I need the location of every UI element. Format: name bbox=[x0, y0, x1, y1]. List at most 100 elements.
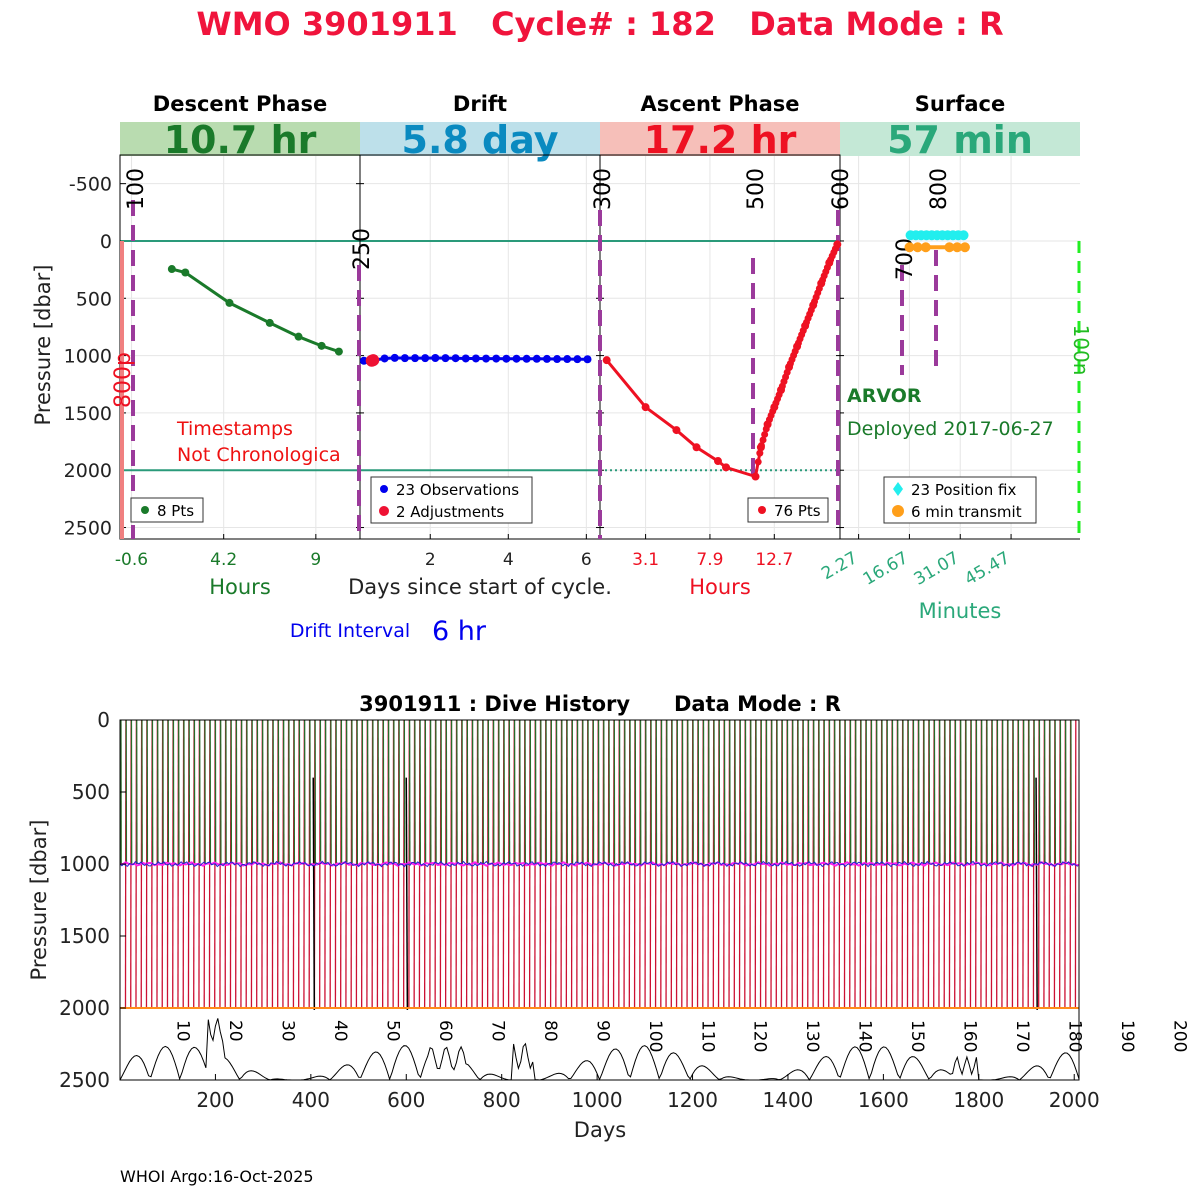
history-x-tick-label: 2000 bbox=[1049, 1088, 1100, 1112]
ascent-dense-point bbox=[759, 436, 767, 444]
history-x-tick-label: 400 bbox=[292, 1088, 330, 1112]
ascent-point bbox=[722, 463, 731, 472]
history-y-tick-label: 500 bbox=[72, 780, 110, 804]
ascent-point bbox=[751, 472, 760, 481]
x-tick-label: -0.6 bbox=[115, 550, 148, 570]
history-cycle-label: 170 bbox=[1012, 1020, 1032, 1052]
history-y-tick-label: 2500 bbox=[59, 1068, 110, 1092]
depth-marker-label: 250 bbox=[350, 228, 375, 270]
deployed-date: Deployed 2017-06-27 bbox=[847, 418, 1054, 440]
drift-observation-point bbox=[492, 354, 501, 363]
panel-ascent-background bbox=[600, 155, 840, 539]
history-cycle-label: 120 bbox=[750, 1020, 770, 1052]
ascent-dense-point bbox=[761, 430, 769, 438]
phase-descent-x-label: Hours bbox=[209, 575, 271, 599]
history-cycle-label: 200 bbox=[1170, 1020, 1190, 1052]
history-x-tick-label: 1200 bbox=[667, 1088, 718, 1112]
depth-marker-label: 500 bbox=[744, 168, 769, 210]
ascent-dense-point bbox=[762, 425, 770, 433]
surface-legend-fix-marker bbox=[893, 482, 903, 496]
history-cycle-label: 60 bbox=[435, 1020, 455, 1042]
drift-observation-point bbox=[502, 354, 511, 363]
drift-observation-point bbox=[400, 354, 409, 363]
history-cycle-label: 150 bbox=[907, 1020, 927, 1052]
surface-legend-tx-marker bbox=[892, 505, 904, 517]
ascent-point bbox=[713, 457, 722, 466]
history-title: 3901911 : Dive History Data Mode : R bbox=[359, 692, 841, 716]
history-y-tick-label: 2000 bbox=[59, 996, 110, 1020]
history-cycle-label: 190 bbox=[1117, 1020, 1137, 1052]
top-panel: -0.6 4.2 9 2 4 6 3.1 7.9 12.7 2.2716.6731.0745.47… bbox=[31, 92, 1093, 623]
y-tick-label: 1500 bbox=[64, 403, 112, 425]
drift-observation-point bbox=[583, 355, 592, 364]
panel-drift-background bbox=[360, 155, 600, 539]
ascent-legend-marker bbox=[758, 506, 766, 514]
drift-observation-point bbox=[512, 354, 521, 363]
descent-point bbox=[294, 332, 303, 341]
history-frame bbox=[119, 719, 1080, 1081]
drift-legend-obs-label: 23 Observations bbox=[396, 481, 519, 499]
y-tick-label: 2000 bbox=[64, 460, 112, 482]
descent-legend bbox=[130, 497, 204, 523]
depth-marker-label: 100 bbox=[124, 168, 149, 210]
history-y-tick-label: 1500 bbox=[59, 924, 110, 948]
history-park-line bbox=[119, 861, 1080, 867]
history-x-tick-label: 600 bbox=[387, 1088, 425, 1112]
drift-interval-label: Drift Interval bbox=[290, 620, 410, 642]
history-cycle-label: 130 bbox=[802, 1020, 822, 1052]
drift-observation-point bbox=[431, 354, 440, 363]
history-x-axis-label: Days bbox=[574, 1118, 626, 1142]
depth-marker-label: 800 bbox=[927, 168, 952, 210]
phase-drift-title: Drift bbox=[453, 92, 507, 116]
x-tick-label: 16.67 bbox=[860, 548, 912, 590]
history-x-tick-label: 1000 bbox=[572, 1088, 623, 1112]
phase-ascent-x-label: Hours bbox=[689, 575, 751, 599]
surface-legend-tx-label: 6 min transmit bbox=[911, 503, 1022, 521]
drift-observation-point bbox=[451, 354, 460, 363]
ascent-dense-point bbox=[754, 458, 762, 466]
descent-point bbox=[225, 298, 234, 307]
history-cycle-label: 40 bbox=[330, 1020, 350, 1042]
drift-observation-point bbox=[482, 354, 491, 363]
drift-observation-point bbox=[380, 354, 389, 363]
phase-ascent-header-bar bbox=[600, 122, 840, 156]
depth-marker-label: 600 bbox=[829, 168, 854, 210]
descent-point bbox=[181, 268, 190, 277]
float-type: ARVOR bbox=[847, 385, 922, 407]
history-cycle-label: 30 bbox=[277, 1020, 297, 1042]
phase-surface-title: Surface bbox=[915, 92, 1005, 116]
ascent-legend-label: 76 Pts bbox=[774, 502, 821, 520]
x-tick-label: 45.47 bbox=[961, 548, 1013, 590]
history-x-tick-label: 800 bbox=[483, 1088, 521, 1112]
y-tick-label: 0 bbox=[100, 231, 112, 253]
x-tick-label: 2 bbox=[425, 550, 436, 570]
history-x-tick-label: 1600 bbox=[858, 1088, 909, 1112]
descent-point bbox=[334, 347, 343, 356]
x-tick-label: 2.27 bbox=[818, 548, 861, 584]
history-cycle-label: 110 bbox=[697, 1020, 717, 1052]
history-cycle-label: 180 bbox=[1065, 1020, 1085, 1052]
history-cycle-label: 50 bbox=[382, 1020, 402, 1042]
descent-point bbox=[167, 265, 176, 274]
phase-surface-duration: 57 min bbox=[887, 118, 1033, 162]
phase-descent-header-bar bbox=[120, 122, 360, 156]
drift-observation-point bbox=[411, 354, 420, 363]
history-cycle-label: 20 bbox=[225, 1020, 245, 1042]
main-title: WMO 3901911 Cycle# : 182 Data Mode : R bbox=[196, 5, 1003, 43]
drift-observation-point bbox=[563, 355, 572, 364]
x-tick-label: 7.9 bbox=[696, 550, 723, 570]
descent-legend-label: 8 Pts bbox=[157, 502, 194, 520]
y-tick-label: 500 bbox=[76, 288, 112, 310]
ascent-dense-point bbox=[833, 241, 841, 249]
drift-observation-point bbox=[421, 354, 430, 363]
y-tick-label: -500 bbox=[69, 174, 112, 196]
history-y-tick-label: 1000 bbox=[59, 852, 110, 876]
y-tick-label: 1000 bbox=[64, 346, 112, 368]
left-red-bar bbox=[120, 240, 124, 539]
ascent-point bbox=[672, 426, 681, 435]
surface-legend-fix-label: 23 Position fix bbox=[911, 481, 1016, 499]
surface-fix-point bbox=[958, 230, 969, 241]
ascent-point bbox=[602, 356, 611, 365]
drift-legend bbox=[370, 476, 533, 524]
